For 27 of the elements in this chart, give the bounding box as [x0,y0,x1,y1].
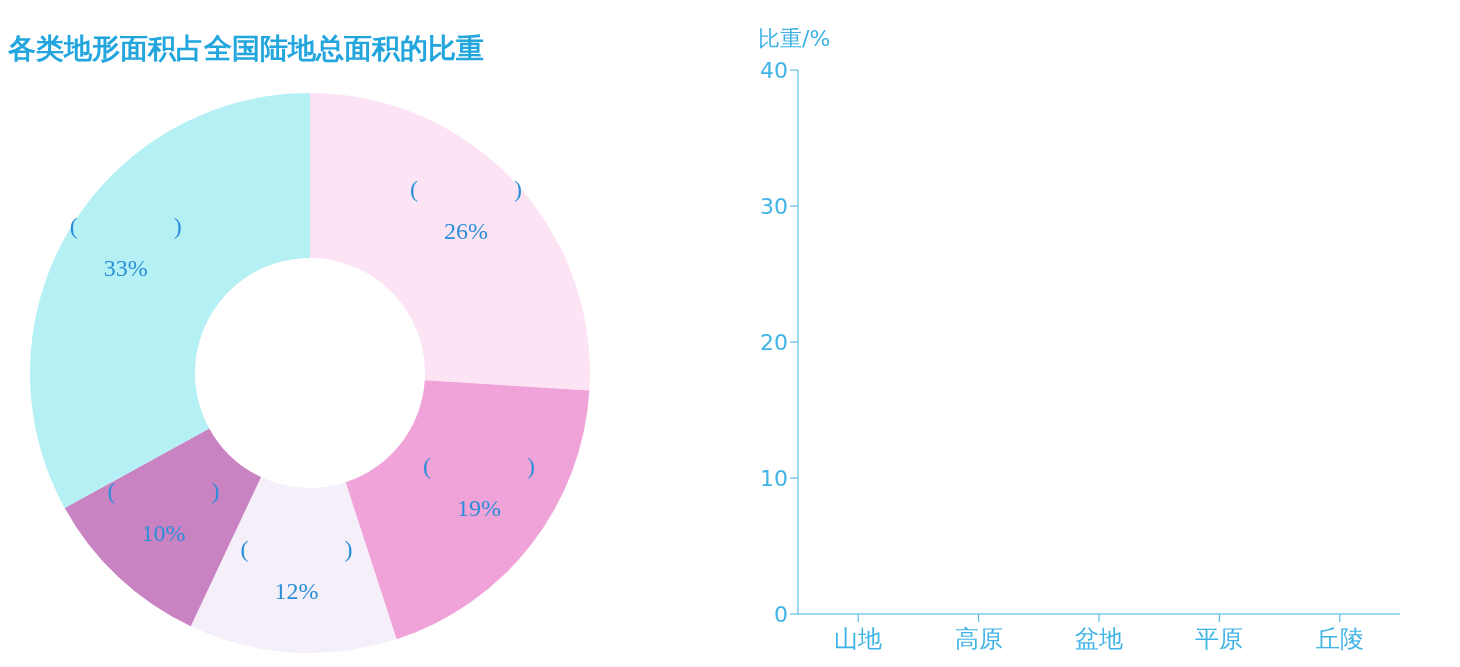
y-axis-title: 比重/% [758,25,831,53]
x-tick-label: 平原 [1195,625,1244,654]
x-tick-label: 盆地 [1075,625,1123,654]
donut-slice [310,93,590,391]
text: ( ) [107,478,220,504]
text: ( ) [423,453,536,480]
donut-slice [30,93,310,508]
y-tick-label: 30 [760,193,788,219]
y-tick-label: 0 [774,601,788,627]
donut-slice [190,477,397,653]
y-tick-label: 10 [760,465,788,491]
text: ( ) [410,175,522,202]
data-label: 33% [103,255,148,282]
data-label: 12% [274,577,319,604]
data-label: 19% [457,495,502,522]
x-tick-label: 山地 [834,625,883,654]
data-label: 26% [444,217,488,244]
data-label: 10% [141,520,186,546]
y-tick-label: 40 [760,57,788,83]
x-tick-label: 丘陵 [1315,625,1364,654]
donut-slice [64,428,262,627]
chart-title: 各类地形面积占全国陆地总面积的比重 [8,31,484,67]
text: ( ) [69,213,182,240]
x-tick-label: 高原 [954,625,1003,654]
donut-slice [345,380,590,640]
y-tick-label: 20 [760,329,788,355]
text: ( ) [240,535,353,562]
